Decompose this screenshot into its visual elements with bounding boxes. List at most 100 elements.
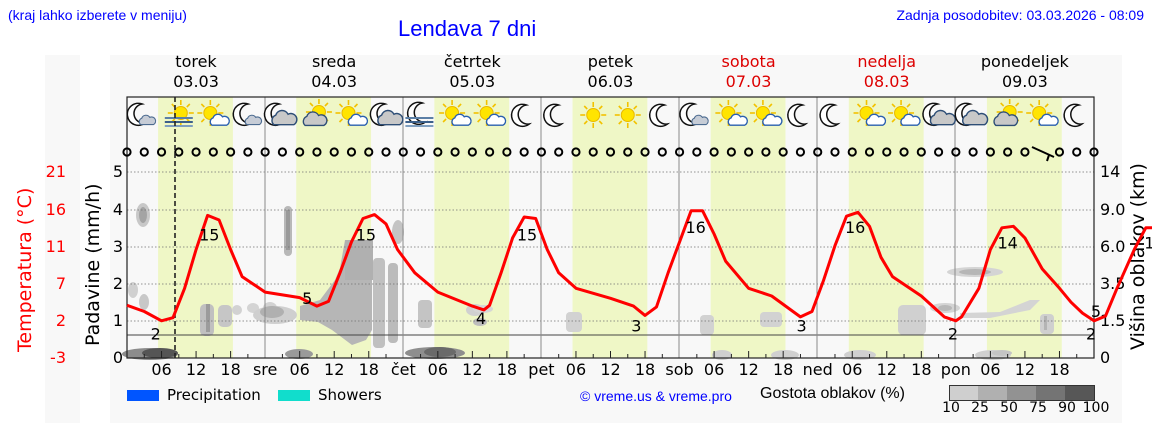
calm-wind-icon [951, 147, 961, 157]
cloud-density-shapes [122, 203, 1054, 360]
moon-fog-icon [404, 101, 435, 127]
cloud-density-swatch [1065, 385, 1095, 401]
calm-wind-icon [364, 147, 374, 157]
day-name: ponedeljek [980, 52, 1069, 71]
grid-lines [127, 171, 1094, 322]
temp-min-label: 2 [151, 324, 161, 343]
x-hour-label: 18 [220, 360, 241, 379]
calm-wind-icon [536, 147, 547, 157]
cloud-density-tick: 90 [1058, 400, 1076, 416]
calm-wind-icon [191, 147, 201, 157]
hour-ticks [143, 351, 1078, 358]
calm-wind-icon [1089, 147, 1099, 157]
tick-label: 3.5 [1100, 274, 1126, 293]
cloud-density-tick: 50 [1000, 400, 1018, 416]
x-hour-label: 12 [1014, 360, 1036, 379]
moon-icon [1063, 103, 1083, 128]
cloud-density-swatch [949, 385, 979, 401]
moon-icon [543, 103, 563, 128]
temp-max-label: 16 [845, 218, 865, 237]
calm-wind-icon [830, 147, 840, 157]
temp-max-label: 15 [517, 226, 537, 245]
x-hour-label: 12 [462, 360, 483, 379]
moon-icon [787, 103, 807, 128]
calm-wind-icon [398, 147, 408, 157]
x-hour-label: 18 [772, 360, 794, 379]
day-header-09.03: ponedeljek 09.03 [956, 52, 1094, 92]
moon-heavy-cloud-icon [263, 102, 298, 127]
moon-icon [510, 103, 531, 128]
x-hour-label: 18 [358, 360, 379, 379]
calm-wind-icon [139, 147, 149, 157]
temp-min-label: 4 [476, 309, 486, 328]
precipitation-legend-label: Precipitation [167, 386, 261, 404]
tick-label: 2 [112, 274, 123, 293]
calm-wind-icon [554, 147, 564, 157]
x-day-label: čet [390, 360, 416, 379]
calm-wind-icon [295, 147, 305, 157]
calm-wind-icon [657, 147, 667, 157]
x-day-label: sob [665, 360, 694, 379]
calm-wind-icon [1072, 147, 1082, 157]
tick-label: 16 [45, 200, 66, 219]
day-name: nedelja [857, 52, 917, 71]
cloud-density-swatch [978, 385, 1007, 401]
calm-wind-icon [899, 147, 909, 157]
tick-label: 7 [55, 274, 66, 293]
x-hour-label: 12 [324, 360, 345, 379]
cloud-density-swatch [1036, 385, 1065, 401]
page-title: Lendava 7 dni [398, 16, 537, 41]
temp-min-label: 3 [797, 317, 807, 336]
day-header-07.03: sobota 07.03 [680, 52, 818, 92]
day-date: 04.03 [311, 72, 358, 91]
tick-label: 1 [112, 311, 123, 330]
calm-wind-icon [640, 147, 650, 157]
moon-heavy-cloud-icon [954, 102, 989, 127]
tick-label: 11 [45, 237, 66, 256]
precipitation-swatch [127, 390, 159, 401]
calm-wind-icon [1054, 147, 1065, 157]
calm-wind-icon [381, 147, 391, 157]
moon-icon [819, 103, 839, 128]
calm-wind-icon [778, 147, 788, 157]
tick-label: 6.0 [1100, 237, 1126, 256]
cloud-density-tick: 10 [942, 400, 960, 416]
region-hint: (kraj lahko izberete v meniju) [8, 7, 187, 23]
moon-icon [648, 103, 669, 128]
showers-legend-label: Showers [318, 386, 382, 404]
calm-wind-icon [605, 147, 616, 157]
moon-cloud-icon [679, 102, 709, 127]
copyright-link[interactable]: © vreme.us & vreme.pro [580, 388, 732, 404]
x-hour-label: 06 [289, 360, 310, 379]
calm-wind-icon [415, 147, 426, 157]
tick-label: 14 [1100, 162, 1121, 181]
x-hour-label: 12 [185, 360, 207, 379]
calm-wind-icon [933, 147, 944, 157]
day-name: petek [587, 52, 634, 71]
day-date: 08.03 [863, 72, 910, 91]
calm-wind-icon [519, 147, 529, 157]
x-hour-label: 18 [634, 360, 656, 379]
day-header-05.03: četrtek 05.03 [403, 52, 541, 92]
x-hour-label: 18 [496, 360, 518, 379]
calm-wind-icon [571, 147, 581, 157]
day-header-04.03: sreda 04.03 [265, 52, 403, 92]
temp-max-label: 15 [199, 226, 219, 245]
calm-wind-icon [312, 147, 322, 157]
calm-wind-icon [329, 147, 339, 157]
calm-wind-icon [709, 147, 719, 157]
calm-wind-icon [692, 147, 702, 157]
temperature-axis-panel [45, 55, 80, 423]
x-day-label: ned [802, 360, 833, 379]
calm-wind-icon [174, 147, 184, 157]
tick-label: 21 [45, 162, 66, 181]
calm-wind-icon [588, 147, 598, 157]
calm-wind-icon [761, 147, 771, 157]
calm-wind-icon [674, 147, 685, 157]
moon-heavy-cloud-icon [922, 102, 957, 127]
temp-max-label: 16 [686, 218, 706, 237]
temp-min-label: 2 [948, 324, 958, 343]
tick-label: 5 [112, 162, 123, 181]
cloud-density-tick: 100 [1082, 400, 1110, 416]
calm-wind-icon [795, 147, 806, 157]
